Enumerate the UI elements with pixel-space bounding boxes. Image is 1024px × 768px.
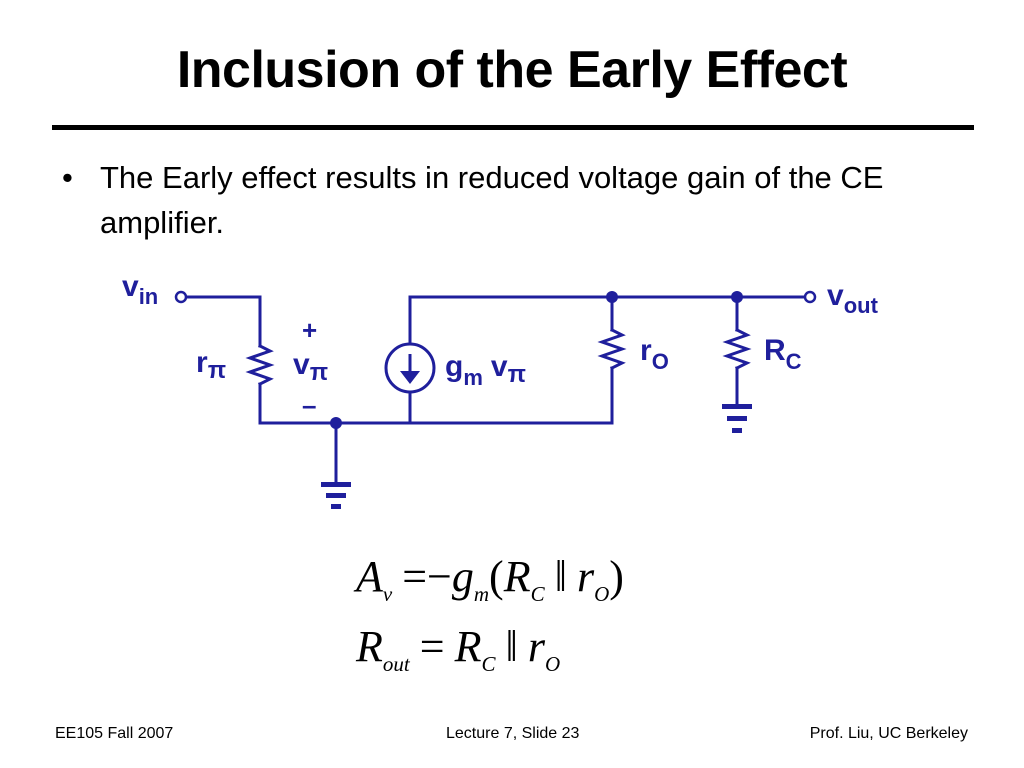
vpi-minus-label: – — [302, 390, 316, 420]
vpi-label: vπ — [293, 348, 328, 386]
eq-rc-symbol: R — [454, 622, 482, 671]
ground-left-icon — [321, 482, 351, 509]
eq-rc-subscript: C — [530, 582, 545, 606]
footer-author: Prof. Liu, UC Berkeley — [809, 725, 968, 742]
rpi-resistor — [245, 343, 275, 387]
bullet-text: The Early effect results in reduced volt… — [100, 160, 884, 240]
eq-gm-subscript: m — [473, 582, 490, 606]
wire-input — [184, 295, 262, 348]
eq-rout-subscript: out — [382, 652, 410, 676]
eq-av-symbol: A — [356, 552, 383, 601]
eq-av-subscript: v — [382, 582, 393, 606]
eq-rout-symbol: R — [356, 622, 383, 671]
eq-equals-sign: = — [402, 552, 428, 601]
vin-label: vin — [122, 270, 158, 309]
gm-vpi-label: gm vπ — [445, 350, 526, 390]
ro-resistor — [597, 327, 627, 371]
rc-resistor — [722, 327, 752, 371]
eq-parallel-sign: ‖ — [554, 552, 567, 601]
footer-slide-number: Lecture 7, Slide 23 — [446, 725, 580, 742]
ro-label: rO — [640, 334, 669, 374]
eq-gm-symbol: g — [451, 552, 474, 601]
eq-parallel-sign: ‖ — [505, 622, 518, 671]
gain-equation: Av =−gm(RC ‖ rO) — [356, 552, 624, 605]
eq-ro-subscript: O — [544, 652, 561, 676]
eq-ro-subscript: O — [594, 582, 610, 606]
vin-terminal-icon — [174, 290, 188, 304]
eq-ro-symbol: r — [576, 552, 595, 601]
eq-open-paren: ( — [489, 552, 504, 601]
eq-minus-sign: − — [427, 552, 452, 601]
output-resistance-equation: Rout = RC ‖ rO — [356, 622, 560, 675]
footer-course: EE105 Fall 2007 — [55, 725, 174, 742]
eq-rc-subscript: C — [481, 652, 496, 676]
eq-equals-sign: = — [419, 622, 445, 671]
rc-label: RC — [764, 334, 802, 374]
junction-dot-icon — [606, 291, 618, 303]
vout-label: vout — [827, 279, 879, 318]
eq-rc-symbol: R — [503, 552, 531, 601]
vout-terminal-icon — [803, 290, 817, 304]
current-arrowhead-icon — [400, 371, 420, 384]
wire-rpi-bottom — [258, 382, 614, 425]
eq-close-paren: ) — [609, 552, 624, 601]
junction-dot-icon — [731, 291, 743, 303]
ground-right-icon — [722, 404, 752, 433]
vpi-plus-label: + — [302, 315, 317, 345]
slide-title: Inclusion of the Early Effect — [176, 41, 848, 99]
rpi-label: rπ — [196, 346, 226, 384]
bullet-dot-icon: • — [62, 160, 73, 195]
junction-dot-icon — [330, 417, 342, 429]
eq-ro-symbol: r — [527, 622, 545, 671]
title-divider — [52, 125, 974, 130]
